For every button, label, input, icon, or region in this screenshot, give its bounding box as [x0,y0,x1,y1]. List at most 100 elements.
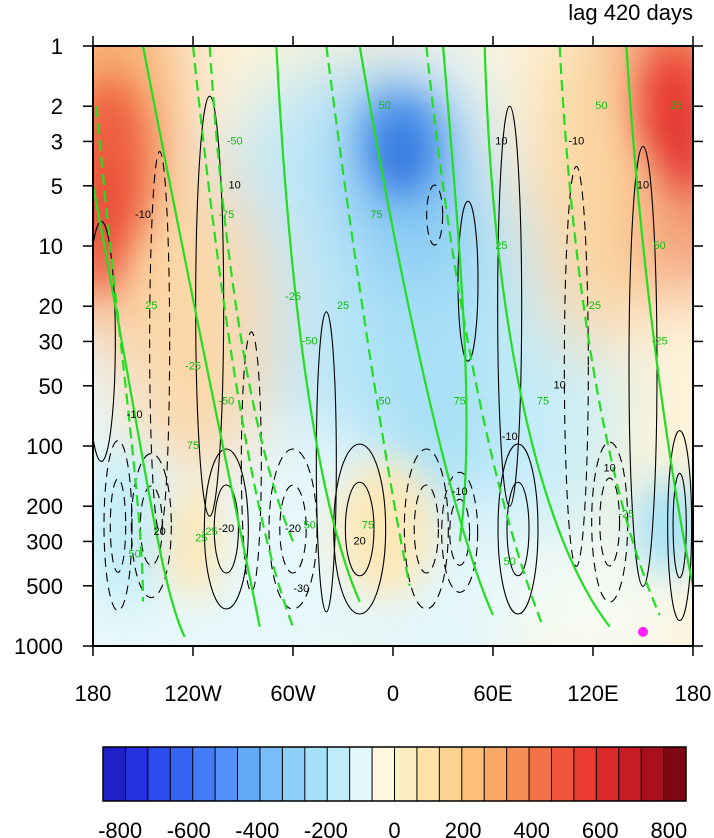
contour-label: -25 [585,300,601,312]
contour-label: -50 [218,396,234,408]
contour-label: -25 [652,335,668,347]
colorbar-swatch [327,747,350,801]
black-contour-cell-inner [413,484,439,574]
green-contour-line [441,46,468,542]
green-contour-line [275,46,361,603]
green-contour-line [483,46,611,628]
contour-label: 50 [654,240,666,252]
colorbar-frame [102,746,687,802]
colorbar-swatch [596,747,620,801]
contour-label: -10 [127,409,143,421]
contour-label: 25 [495,240,507,252]
colorbar-label: 600 [582,818,619,838]
colorbar-label: -400 [235,818,279,838]
colorbar-swatch [484,747,507,801]
contour-label: 75 [454,396,466,408]
black-contour-cell-inner [599,477,621,567]
contour-label: -10 [502,431,518,443]
contour-label: 50 [304,519,316,531]
field-blob [533,46,653,356]
contour-label: -30 [293,583,309,595]
colorbar-swatch [663,747,687,801]
contour-label: 75 [187,440,199,452]
y-tick-label: 500 [26,574,63,599]
colorbar-label: -800 [98,818,142,838]
black-contour-cell-inner [279,484,307,574]
black-contour-cell-inner [213,484,239,574]
contour-label: -10 [452,486,468,498]
colorbar-swatch [394,747,418,801]
black-contour-cell-inner [672,472,687,579]
colorbar-label: 0 [388,818,400,838]
green-contour-line [208,46,295,542]
colorbar-swatch [573,747,597,801]
contour-label: 25 [337,300,349,312]
contour-label: 25 [145,300,157,312]
x-axis: 180 120W 60W 0 60E 120E 180 [75,36,712,706]
y-tick-label: 2 [51,94,63,119]
colorbar-swatch [439,747,463,801]
colorbar-swatch [237,747,261,801]
black-contour-cell-inner [449,498,471,566]
field-blob [379,140,424,193]
green-contour-line [625,46,693,587]
contour-label: -20 [218,523,234,535]
black-contour-cell [103,440,133,612]
contour-label: 50 [379,396,391,408]
x-tick-label: 60E [473,681,512,706]
contour-label: -10 [135,209,151,221]
x-tick-label: 120E [567,681,618,706]
colorbar-swatch [641,747,664,801]
field-blob [503,531,683,646]
contour-label: -10 [568,135,584,147]
black-contour-tall [240,331,262,593]
colorbar-swatch [372,747,395,801]
y-tick-label: 1 [51,34,63,59]
black-contour-tall [426,184,444,246]
x-tick-label: 60W [270,681,315,706]
y-tick-label: 1000 [14,634,63,659]
x-tick-label: 0 [387,681,399,706]
black-contour-tall [563,165,589,567]
contour-label: -20 [285,523,301,535]
green-contour-line [425,46,545,628]
black-contour-cell [441,471,479,593]
contour-label: -75 [218,209,234,221]
contour-labels: -10 10 -10 20 -20 -20 20 -30 -10 -10 10 10 10 -10 10 25… [127,100,683,595]
colorbar-swatch [304,747,328,801]
contour-label: 50 [504,556,516,568]
contour-label: 10 [229,180,241,192]
colorbar-swatch [125,747,149,801]
contour-label: -25 [285,291,301,303]
green-contour-line [358,46,495,616]
contour-label: 25 [670,100,682,112]
contour-label: 10 [637,180,649,192]
x-tick-label: 120W [164,681,222,706]
contour-label: -50 [227,135,243,147]
field-blobs-core [93,46,693,609]
contour-label: 75 [537,396,549,408]
black-contour-cell [203,448,249,610]
contour-label: 75 [362,519,374,531]
contour-label: 20 [154,526,166,538]
black-contour-cell [403,448,449,610]
field-blob [136,596,317,646]
colorbar-label: -600 [167,818,211,838]
y-axis: 1 2 3 5 10 20 30 50 100 200 300 500 1000 [14,34,703,659]
colorbar-swatch [282,747,306,801]
x-tick-label: 180 [675,681,712,706]
green-contour-line [141,46,261,627]
colorbar-label: 200 [445,818,482,838]
field-blob [113,165,273,486]
y-tick-label: 3 [51,129,63,154]
location-marker [638,626,648,637]
green-contour-line [95,106,145,602]
contour-label: -25 [202,526,218,538]
y-tick-label: 200 [26,494,63,519]
black-contour-tall [497,105,523,507]
black-contour-cell-inner [344,481,375,577]
colorbar-label: -200 [304,818,348,838]
